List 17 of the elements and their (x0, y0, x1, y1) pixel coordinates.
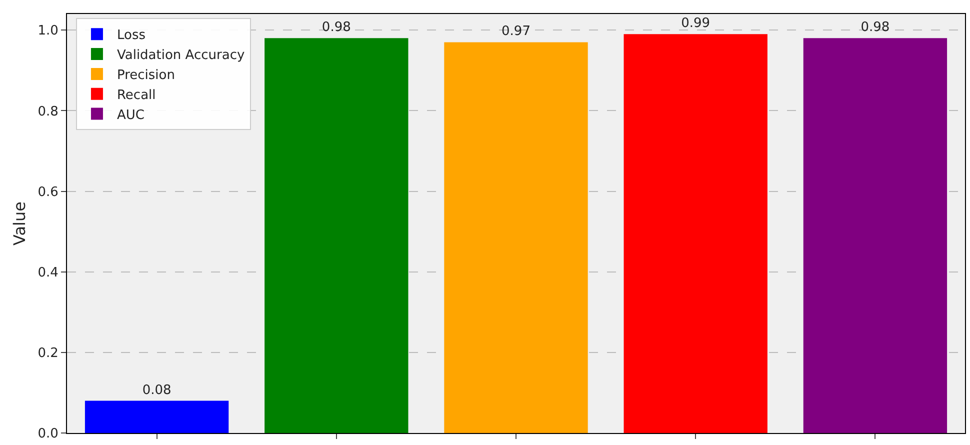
data-label: 0.08 (142, 382, 172, 398)
data-label: 0.98 (860, 20, 890, 36)
legend-label: Validation Accuracy (116, 48, 245, 64)
legend-label: AUC (116, 108, 144, 123)
y-tick-label: 0.8 (38, 104, 58, 120)
y-axis-title: Value (10, 202, 29, 246)
y-tick-label: 0.2 (38, 346, 58, 361)
legend-label: Recall (116, 88, 156, 103)
y-tick-label: 0.0 (38, 426, 58, 442)
data-label: 0.97 (502, 24, 530, 40)
y-tick-label: 0.4 (38, 265, 58, 280)
data-label: 0.98 (322, 20, 351, 36)
data-label: 0.99 (681, 16, 710, 32)
legend-label: Loss (116, 28, 146, 44)
y-tick-label: 1.0 (38, 24, 58, 39)
legend-label: Precision (116, 68, 175, 84)
y-tick-label: 0.6 (38, 184, 58, 200)
